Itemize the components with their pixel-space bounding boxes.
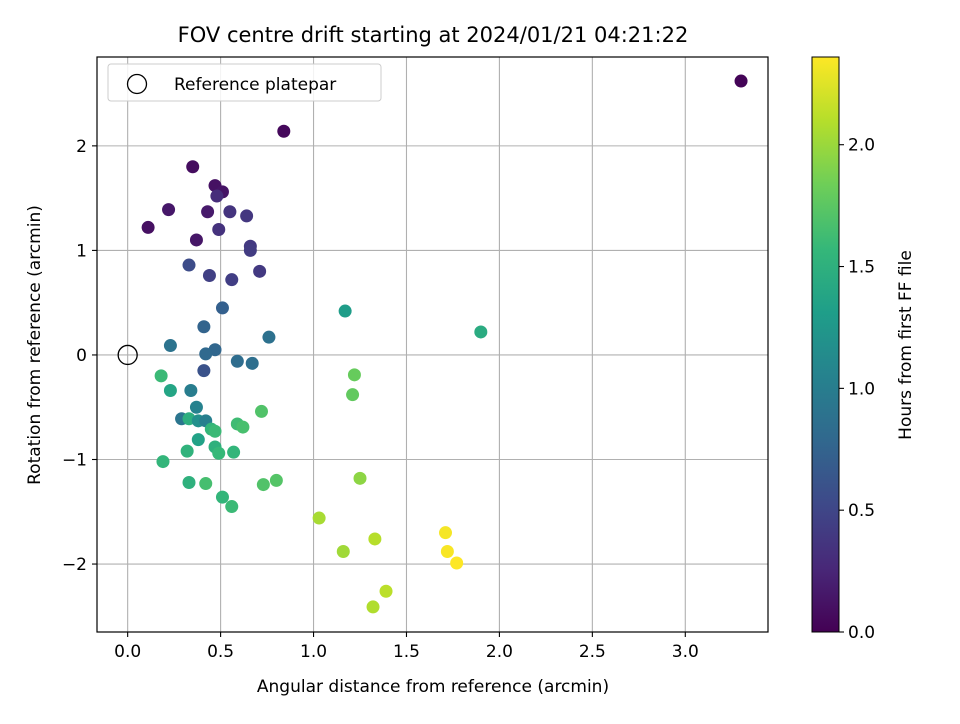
data-point	[227, 445, 241, 459]
data-point	[197, 320, 211, 334]
data-point	[197, 364, 211, 378]
data-point	[199, 477, 213, 491]
colorbar-tick-label: 1.0	[848, 379, 875, 399]
legend-box	[107, 63, 382, 102]
x-axis-label: Angular distance from reference (arcmin)	[257, 677, 609, 697]
x-tick-label: 2.0	[486, 642, 513, 662]
data-point	[141, 220, 155, 234]
y-tick-label: −1	[62, 451, 87, 471]
data-point	[254, 404, 268, 418]
data-point	[189, 233, 203, 247]
data-point	[243, 243, 257, 257]
data-point	[353, 471, 367, 485]
data-point	[450, 556, 464, 570]
data-point	[366, 600, 380, 614]
plot-frame	[96, 56, 769, 633]
data-point	[191, 433, 205, 447]
data-points	[141, 74, 748, 614]
x-tick-label: 2.5	[579, 642, 606, 662]
data-point	[439, 526, 453, 540]
data-point	[312, 511, 326, 525]
x-tick-label: 1.0	[300, 642, 327, 662]
data-point	[215, 490, 229, 504]
data-point	[734, 74, 748, 88]
data-point	[212, 223, 226, 236]
data-point	[154, 369, 168, 383]
data-point	[208, 424, 222, 438]
y-tick-label: −2	[62, 555, 87, 575]
data-point	[199, 347, 213, 361]
colorbar-tick-label: 2.0	[848, 136, 875, 156]
data-point	[212, 446, 226, 460]
x-tick-label: 3.0	[672, 642, 699, 662]
data-point	[210, 189, 224, 203]
x-tick-label: 1.5	[393, 642, 420, 662]
data-point	[346, 388, 360, 402]
y-tick-label: 1	[76, 241, 87, 261]
data-point	[440, 545, 454, 558]
y-tick-label: 0	[76, 346, 87, 366]
colorbar-label: Hours from first FF file	[896, 250, 916, 440]
data-point	[202, 269, 216, 282]
data-point	[201, 205, 215, 219]
reference-platepar-marker	[117, 344, 138, 366]
data-point	[180, 444, 194, 458]
data-point	[256, 478, 270, 492]
data-point	[184, 384, 198, 397]
colorbar-tick-label: 0.5	[848, 501, 875, 521]
colorbar-tick-label: 1.5	[848, 258, 875, 278]
y-axis-label: Rotation from reference (arcmin)	[25, 205, 45, 485]
data-point	[163, 339, 177, 353]
data-point	[156, 455, 170, 469]
data-point	[182, 258, 196, 272]
data-point	[253, 264, 267, 278]
legend: Reference platepar	[107, 63, 382, 102]
data-point	[336, 545, 350, 558]
colorbar-ticks: 0.0 0.5 1.0 1.5 2.0	[839, 136, 875, 643]
data-point	[163, 384, 177, 397]
x-tick-label: 0.5	[207, 642, 234, 662]
data-point	[186, 160, 200, 174]
data-point	[338, 304, 352, 318]
data-point	[215, 301, 229, 315]
legend-label: Reference platepar	[174, 75, 336, 95]
colorbar: 0.0 0.5 1.0 1.5 2.0 Hours from first FF file	[811, 56, 916, 643]
data-point	[240, 209, 254, 223]
chart-title: FOV centre drift starting at 2024/01/21 …	[178, 23, 689, 47]
reference-layer	[117, 344, 138, 366]
data-point	[245, 356, 259, 370]
data-point	[162, 203, 176, 217]
legend-marker-open-circle	[126, 73, 148, 95]
data-point	[236, 420, 250, 434]
colorbar-tick-label: 0.0	[848, 623, 875, 643]
data-point	[262, 330, 276, 344]
data-point	[225, 273, 239, 287]
y-tick-label: 2	[76, 137, 87, 157]
x-axis-ticks: 0.0 0.5 1.0 1.5 2.0 2.5 3.0	[114, 632, 699, 662]
grid	[97, 57, 768, 632]
y-axis-ticks: −2 −1 0 1 2	[62, 137, 97, 575]
data-point	[379, 584, 393, 598]
data-point	[269, 473, 283, 487]
data-point	[277, 124, 291, 138]
data-point	[368, 532, 382, 546]
data-point	[189, 400, 203, 414]
data-point	[347, 368, 361, 382]
data-point	[223, 205, 237, 219]
colorbar-gradient	[811, 56, 840, 633]
x-tick-label: 0.0	[114, 642, 141, 662]
data-point	[225, 500, 239, 514]
data-point	[230, 354, 244, 368]
data-point	[474, 325, 488, 339]
data-point	[182, 476, 196, 489]
